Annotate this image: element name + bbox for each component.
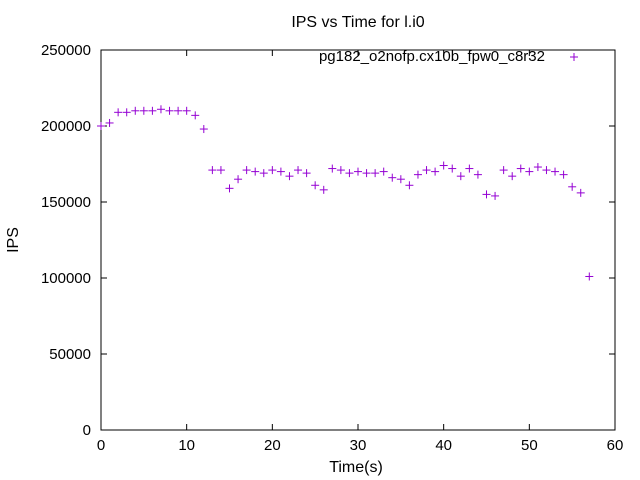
data-point	[105, 118, 114, 127]
data-point	[482, 190, 491, 199]
data-point	[456, 172, 465, 181]
x-tick-label: 20	[264, 437, 281, 454]
x-tick-label: 40	[435, 437, 452, 454]
data-point	[122, 108, 131, 117]
x-tick-label: 60	[607, 437, 624, 454]
legend: pg182_o2nofp.cx10b_fpw0_c8r32	[319, 48, 578, 65]
data-point	[508, 172, 517, 181]
data-point	[431, 167, 440, 176]
y-axis-label: IPS	[5, 227, 22, 253]
x-tick-label: 10	[178, 437, 195, 454]
data-point	[576, 188, 585, 197]
data-point	[114, 108, 123, 117]
data-point	[405, 181, 414, 190]
data-point	[422, 166, 431, 175]
data-point	[285, 172, 294, 181]
data-point	[379, 167, 388, 176]
legend-marker	[570, 53, 578, 61]
data-point	[242, 166, 251, 175]
data-point	[559, 170, 568, 179]
data-point	[131, 106, 140, 115]
data-point	[328, 164, 337, 173]
x-tick-label: 30	[350, 437, 367, 454]
y-tick-label: 50000	[49, 346, 91, 363]
data-point	[413, 170, 422, 179]
data-point	[499, 166, 508, 175]
data-point	[216, 166, 225, 175]
data-point	[302, 169, 311, 178]
data-point	[491, 191, 500, 200]
data-points	[97, 105, 594, 281]
data-point	[525, 167, 534, 176]
data-point	[276, 167, 285, 176]
y-tick-label: 200000	[41, 118, 91, 135]
x-axis-label: Time(s)	[329, 459, 383, 476]
data-point	[139, 106, 148, 115]
data-point	[551, 167, 560, 176]
y-axis: 0 50000 100000 150000 200000 250000	[41, 42, 615, 439]
legend-label: pg182_o2nofp.cx10b_fpw0_c8r32	[319, 48, 545, 65]
data-point	[156, 105, 165, 114]
data-point	[371, 169, 380, 178]
x-tick-label: 50	[521, 437, 538, 454]
x-axis: 0 10 20 30 40 50 60	[97, 50, 624, 454]
y-tick-label: 100000	[41, 270, 91, 287]
data-point	[251, 167, 260, 176]
data-point	[439, 161, 448, 170]
y-tick-label: 0	[83, 422, 91, 439]
data-point	[336, 166, 345, 175]
y-tick-label: 150000	[41, 194, 91, 211]
data-point	[259, 169, 268, 178]
data-point	[148, 106, 157, 115]
data-point	[388, 173, 397, 182]
data-point	[165, 106, 174, 115]
data-point	[396, 175, 405, 184]
data-point	[199, 125, 208, 134]
data-point	[465, 164, 474, 173]
data-point	[208, 166, 217, 175]
data-point	[97, 122, 105, 130]
data-point	[516, 164, 525, 173]
y-tick-label: 250000	[41, 42, 91, 59]
data-point	[268, 166, 277, 175]
data-point	[311, 181, 320, 190]
data-point	[294, 166, 303, 175]
chart-title: IPS vs Time for l.i0	[291, 14, 424, 31]
x-tick-label: 0	[97, 437, 105, 454]
data-point	[585, 272, 594, 281]
data-point	[448, 164, 457, 173]
data-point	[362, 169, 371, 178]
data-point	[174, 106, 183, 115]
data-point	[319, 185, 328, 194]
data-point	[542, 166, 551, 175]
legend-marker-plus	[570, 53, 578, 61]
data-point	[568, 182, 577, 191]
data-point	[225, 184, 234, 193]
data-point	[191, 111, 200, 120]
data-point	[473, 170, 482, 179]
data-point	[182, 106, 191, 115]
data-point	[533, 163, 542, 172]
data-point	[345, 169, 354, 178]
data-point	[234, 175, 243, 184]
data-point	[354, 167, 362, 176]
